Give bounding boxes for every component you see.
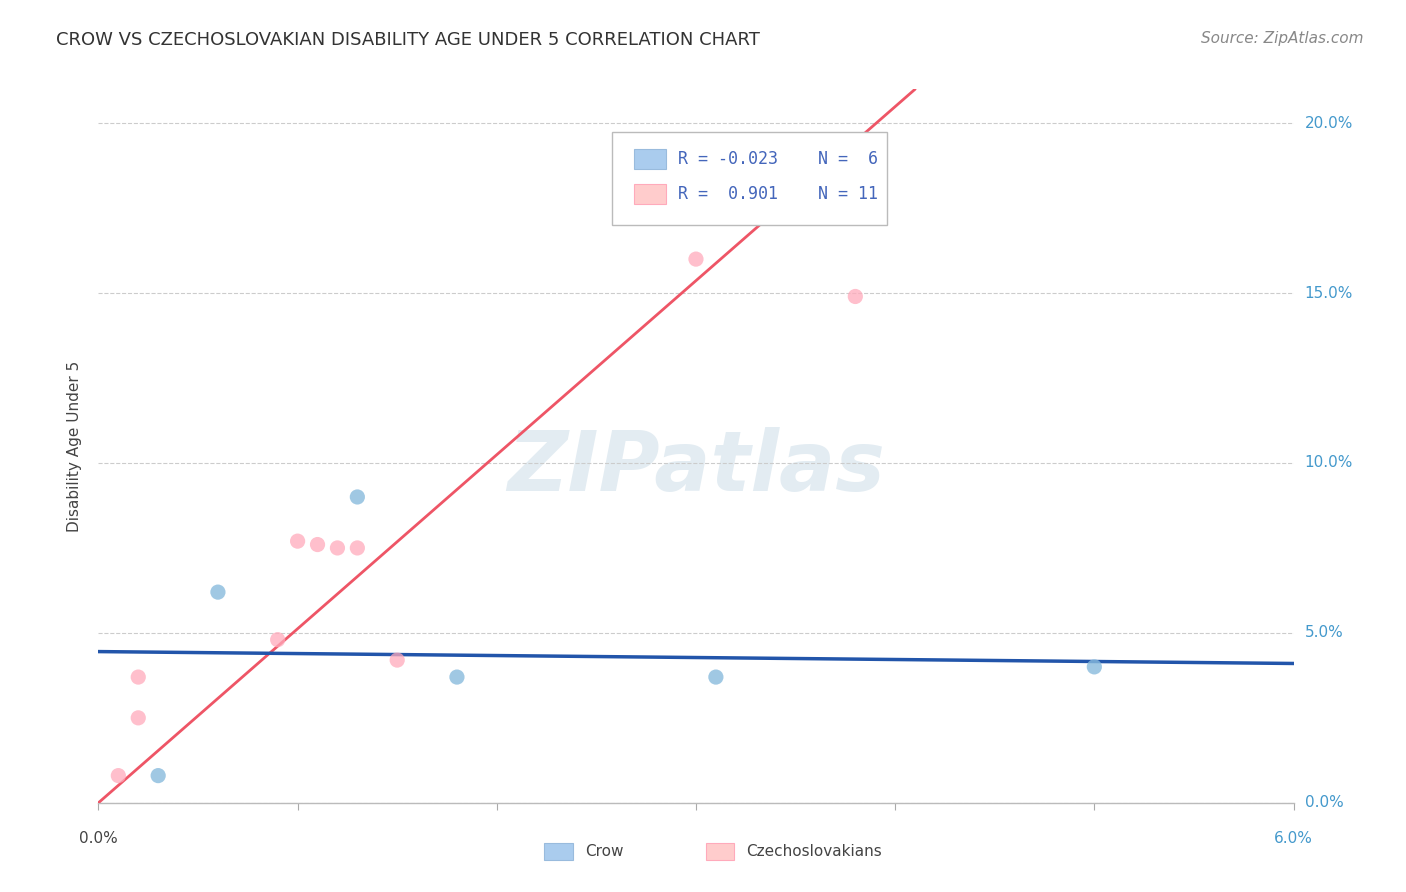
Point bbox=[326, 541, 349, 555]
FancyBboxPatch shape bbox=[634, 185, 666, 203]
Point bbox=[844, 289, 866, 303]
FancyBboxPatch shape bbox=[634, 150, 666, 169]
Point bbox=[127, 711, 149, 725]
Text: 0.0%: 0.0% bbox=[79, 830, 118, 846]
Point bbox=[385, 653, 409, 667]
Text: 15.0%: 15.0% bbox=[1305, 285, 1353, 301]
Y-axis label: Disability Age Under 5: Disability Age Under 5 bbox=[67, 360, 83, 532]
Point bbox=[127, 670, 149, 684]
Text: 10.0%: 10.0% bbox=[1305, 456, 1353, 470]
FancyBboxPatch shape bbox=[612, 132, 887, 225]
Text: 6.0%: 6.0% bbox=[1274, 830, 1313, 846]
Text: ZIPatlas: ZIPatlas bbox=[508, 427, 884, 508]
Text: Source: ZipAtlas.com: Source: ZipAtlas.com bbox=[1201, 31, 1364, 46]
Text: Czechoslovakians: Czechoslovakians bbox=[747, 844, 882, 859]
Text: R = -0.023    N =  6: R = -0.023 N = 6 bbox=[678, 150, 877, 168]
Point bbox=[148, 769, 170, 783]
Point bbox=[107, 769, 129, 783]
Point bbox=[287, 534, 309, 549]
Point bbox=[307, 537, 329, 551]
Text: CROW VS CZECHOSLOVAKIAN DISABILITY AGE UNDER 5 CORRELATION CHART: CROW VS CZECHOSLOVAKIAN DISABILITY AGE U… bbox=[56, 31, 761, 49]
Point bbox=[704, 670, 727, 684]
Point bbox=[1083, 660, 1105, 674]
Text: 20.0%: 20.0% bbox=[1305, 116, 1353, 131]
Text: Crow: Crow bbox=[585, 844, 623, 859]
FancyBboxPatch shape bbox=[544, 843, 572, 860]
Text: R =  0.901    N = 11: R = 0.901 N = 11 bbox=[678, 186, 877, 203]
Point bbox=[346, 490, 368, 504]
Point bbox=[267, 632, 290, 647]
Point bbox=[207, 585, 229, 599]
Text: 5.0%: 5.0% bbox=[1305, 625, 1343, 640]
Point bbox=[685, 252, 707, 266]
Text: 0.0%: 0.0% bbox=[1305, 796, 1343, 810]
Point bbox=[346, 541, 368, 555]
FancyBboxPatch shape bbox=[706, 843, 734, 860]
Point bbox=[446, 670, 468, 684]
